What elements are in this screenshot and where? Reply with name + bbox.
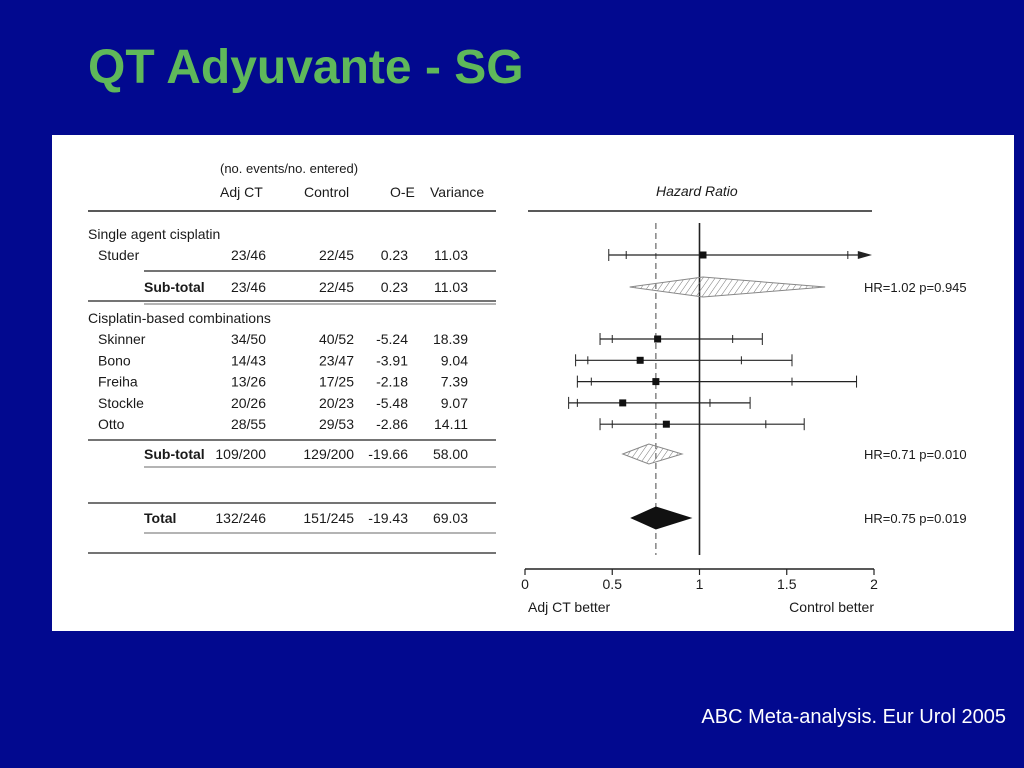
total-label: Total (144, 510, 176, 526)
x-label-right: Control better (789, 599, 874, 615)
table-cell: 0.23 (381, 279, 408, 295)
table-cell: 132/246 (215, 510, 266, 526)
table-cell: 151/245 (303, 510, 354, 526)
table-cell: 17/25 (319, 374, 354, 390)
column-header: Control (304, 184, 349, 200)
study-name: Freiha (98, 374, 138, 390)
table-cell: -3.91 (376, 352, 408, 368)
column-group-label: (no. events/no. entered) (220, 161, 358, 176)
table-cell: -19.43 (368, 510, 408, 526)
column-header: Variance (430, 184, 484, 200)
table-cell: 109/200 (215, 446, 266, 462)
table-cell: -2.18 (376, 374, 408, 390)
study-name: Skinner (98, 331, 146, 347)
x-tick-label: 1 (696, 576, 704, 592)
table-cell: 14.11 (434, 416, 468, 432)
table-cell: 7.39 (441, 374, 468, 390)
study-point-estimate (654, 335, 662, 343)
study-point-estimate (619, 399, 627, 407)
table-cell: 34/50 (231, 331, 266, 347)
x-tick-label: 1.5 (777, 576, 797, 592)
table-cell: -5.24 (376, 331, 408, 347)
table-cell: 20/23 (319, 395, 354, 411)
table-cell: 23/47 (319, 352, 354, 368)
group-label: Cisplatin-based combinations (88, 310, 271, 326)
table-cell: 22/45 (319, 279, 354, 295)
forest-plot: (no. events/no. entered) Adj CT Control O-E… (88, 161, 967, 615)
table-cell: 40/52 (319, 331, 354, 347)
study-point-estimate (652, 378, 660, 386)
study-name: Studer (98, 247, 140, 263)
table-cell: 9.04 (441, 352, 468, 368)
subtotal-label: Sub-total (144, 279, 205, 295)
table-cell: 13/26 (231, 374, 266, 390)
table-cell: 22/45 (319, 247, 354, 263)
hr-annotation: HR=0.71 p=0.010 (864, 447, 967, 462)
table-cell: 23/46 (231, 279, 266, 295)
table-cell: 9.07 (441, 395, 468, 411)
group-label: Single agent cisplatin (88, 226, 220, 242)
table-cell: 11.03 (434, 279, 468, 295)
citation: ABC Meta-analysis. Eur Urol 2005 (701, 706, 1006, 728)
column-header: Adj CT (220, 184, 263, 200)
table-cell: -19.66 (368, 446, 408, 462)
table-cell: 129/200 (303, 446, 354, 462)
hr-annotation: HR=1.02 p=0.945 (864, 280, 967, 295)
hr-annotation: HR=0.75 p=0.019 (864, 511, 967, 526)
table-cell: 20/26 (231, 395, 266, 411)
table-cell: 28/55 (231, 416, 266, 432)
table-cell: 23/46 (231, 247, 266, 263)
study-name: Otto (98, 416, 125, 432)
table-cell: 18.39 (433, 331, 468, 347)
x-tick-label: 2 (870, 576, 878, 592)
x-tick-label: 0.5 (603, 576, 623, 592)
table-cell: -2.86 (376, 416, 408, 432)
table-cell: 14/43 (231, 352, 266, 368)
table-cell: -5.48 (376, 395, 408, 411)
subtotal-label: Sub-total (144, 446, 205, 462)
table-cell: 0.23 (381, 247, 408, 263)
study-ci-arrow (857, 251, 872, 259)
subtotal-diamond (621, 443, 684, 465)
x-tick-label: 0 (521, 576, 529, 592)
study-point-estimate (699, 251, 707, 259)
table-cell: 29/53 (319, 416, 354, 432)
table-cell: 11.03 (434, 247, 468, 263)
study-point-estimate (662, 420, 670, 428)
table-cell: 69.03 (433, 510, 468, 526)
column-header: O-E (390, 184, 415, 200)
chart-title: Hazard Ratio (656, 183, 738, 199)
study-name: Bono (98, 352, 131, 368)
subtotal-diamond (629, 276, 826, 298)
total-diamond (630, 506, 693, 530)
x-label-left: Adj CT better (528, 599, 611, 615)
study-point-estimate (636, 356, 644, 364)
study-name: Stockle (98, 395, 144, 411)
table-cell: 58.00 (433, 446, 468, 462)
forest-plot-figure: (no. events/no. entered) Adj CT Control O-E… (52, 135, 1014, 631)
slide-title: QT Adyuvante - SG (88, 41, 524, 94)
